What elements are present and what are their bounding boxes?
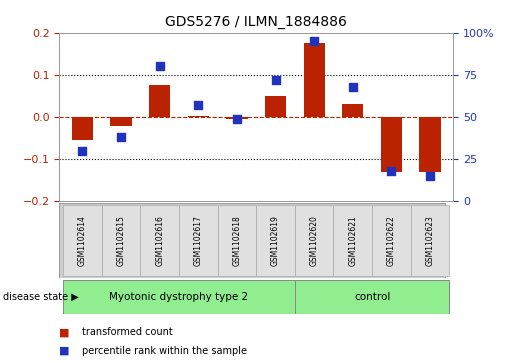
Bar [226, 117, 248, 119]
Bar [149, 85, 170, 117]
Text: GSM1102621: GSM1102621 [348, 215, 357, 266]
Text: GSM1102616: GSM1102616 [155, 215, 164, 266]
Bar [63, 205, 102, 276]
Point [117, 134, 125, 140]
Text: GSM1102614: GSM1102614 [78, 215, 87, 266]
Bar [419, 117, 441, 172]
Bar [140, 205, 179, 276]
Text: GSM1102623: GSM1102623 [425, 215, 435, 266]
Point [156, 64, 164, 69]
Text: GSM1102622: GSM1102622 [387, 215, 396, 266]
Bar [179, 205, 217, 276]
Text: transformed count: transformed count [82, 327, 173, 337]
Bar [217, 205, 256, 276]
Bar [303, 43, 325, 117]
Point [271, 77, 280, 83]
Bar [381, 117, 402, 172]
Bar [110, 117, 132, 126]
Bar [295, 205, 334, 276]
Point [233, 116, 241, 122]
Text: GSM1102620: GSM1102620 [310, 215, 319, 266]
Bar [63, 280, 295, 314]
Text: GSM1102618: GSM1102618 [232, 215, 242, 266]
Text: GSM1102615: GSM1102615 [116, 215, 126, 266]
Bar [410, 205, 449, 276]
Text: GSM1102619: GSM1102619 [271, 215, 280, 266]
Bar [265, 96, 286, 117]
Bar [334, 205, 372, 276]
Point [349, 84, 357, 90]
Text: percentile rank within the sample: percentile rank within the sample [82, 346, 247, 356]
Bar [295, 280, 449, 314]
Point [426, 173, 434, 179]
Point [310, 38, 318, 44]
Bar [102, 205, 140, 276]
Title: GDS5276 / ILMN_1884886: GDS5276 / ILMN_1884886 [165, 15, 347, 29]
Bar [187, 116, 209, 117]
Bar [342, 105, 364, 117]
Text: control: control [354, 292, 390, 302]
Text: Myotonic dystrophy type 2: Myotonic dystrophy type 2 [109, 292, 249, 302]
Text: GSM1102617: GSM1102617 [194, 215, 203, 266]
Text: disease state ▶: disease state ▶ [3, 292, 78, 302]
Bar [72, 117, 93, 140]
Text: ■: ■ [59, 346, 70, 356]
Point [387, 168, 396, 174]
Bar [372, 205, 410, 276]
Point [78, 148, 87, 154]
Point [194, 102, 202, 108]
Bar [256, 205, 295, 276]
Text: ■: ■ [59, 327, 70, 337]
